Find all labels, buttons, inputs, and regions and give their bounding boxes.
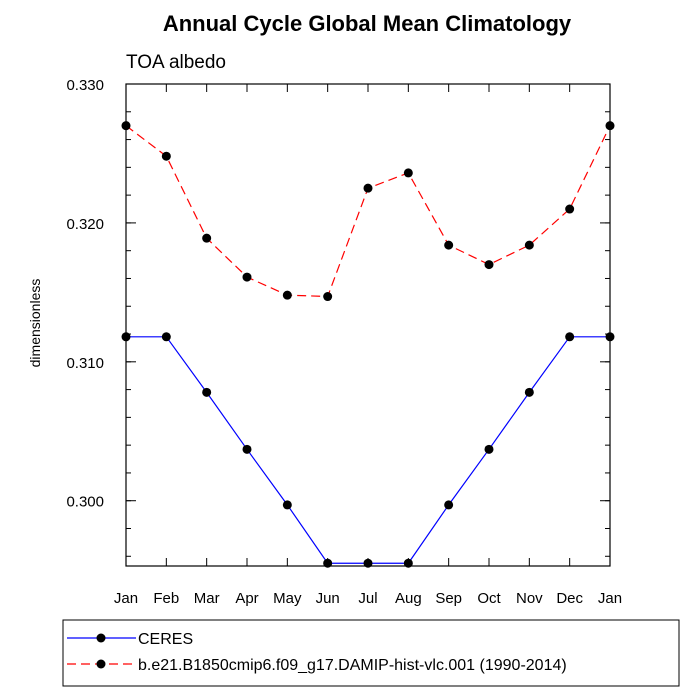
x-tick-label: May xyxy=(273,590,302,607)
plot-frame xyxy=(125,83,611,567)
data-point xyxy=(121,121,131,131)
x-tick-label: Sep xyxy=(435,590,462,607)
legend-box xyxy=(62,619,680,687)
data-point xyxy=(524,387,534,397)
data-point xyxy=(484,444,494,454)
y-tick-label: 0.310 xyxy=(66,355,104,372)
legend-entry-model: b.e21.B1850cmip6.f09_g17.DAMIP-hist-vlc.… xyxy=(138,657,567,674)
data-point xyxy=(121,332,131,342)
x-tick-label: Aug xyxy=(395,590,422,607)
data-point xyxy=(605,121,615,131)
data-point xyxy=(484,260,494,270)
chart-subtitle: TOA albedo xyxy=(126,52,226,73)
data-point xyxy=(282,500,292,510)
x-tick-label: Mar xyxy=(194,590,220,607)
x-tick-label: Feb xyxy=(153,590,179,607)
legend: CERES b.e21.B1850cmip6.f09_g17.DAMIP-his… xyxy=(62,619,680,687)
data-point xyxy=(202,387,212,397)
y-tick-label: 0.330 xyxy=(66,77,104,94)
chart-title: Annual Cycle Global Mean Climatology xyxy=(163,11,572,36)
data-point xyxy=(403,558,413,568)
data-point xyxy=(565,204,575,214)
x-tick-label: Jan xyxy=(598,590,622,607)
legend-swatch-marker xyxy=(96,659,106,669)
data-point xyxy=(363,558,373,568)
x-tick-label: Apr xyxy=(235,590,258,607)
data-point xyxy=(565,332,575,342)
legend-swatch-marker xyxy=(96,633,106,643)
x-tick-label: Dec xyxy=(556,590,583,607)
data-point xyxy=(363,183,373,193)
data-point xyxy=(323,558,333,568)
data-point xyxy=(444,240,454,250)
data-point xyxy=(282,290,292,300)
data-point xyxy=(444,500,454,510)
series-line-0 xyxy=(126,336,610,564)
data-point xyxy=(242,444,252,454)
y-tick-label: 0.300 xyxy=(66,494,104,511)
axis-ticks: Jan Feb Mar Apr May Jun Jul Aug Sep Oct Nov Dec Jan 0… xyxy=(66,77,622,607)
x-tick-label: Nov xyxy=(516,590,543,607)
x-tick-label: Jan xyxy=(114,590,138,607)
data-point xyxy=(605,332,615,342)
data-point xyxy=(161,151,171,161)
data-point xyxy=(403,168,413,178)
data-point xyxy=(161,332,171,342)
data-point xyxy=(202,233,212,243)
y-tick-label: 0.320 xyxy=(66,216,104,233)
data-point xyxy=(524,240,534,250)
data-point xyxy=(323,292,333,302)
series-layer xyxy=(121,121,615,568)
y-axis-label: dimensionless xyxy=(27,279,43,368)
x-tick-label: Oct xyxy=(477,590,501,607)
data-point xyxy=(242,272,252,282)
legend-entry-ceres: CERES xyxy=(138,631,193,648)
x-tick-label: Jun xyxy=(316,590,340,607)
x-tick-label: Jul xyxy=(358,590,377,607)
series-line-1 xyxy=(125,125,611,298)
